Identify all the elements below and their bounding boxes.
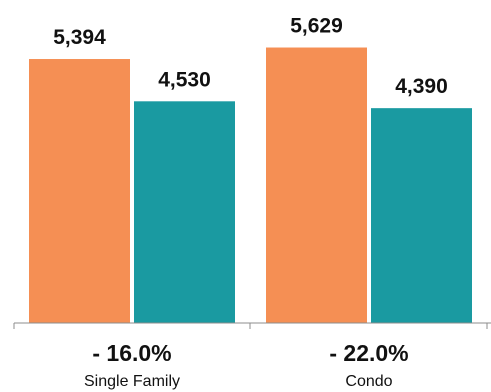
- bar-single-family-series-1: [29, 59, 130, 324]
- x-axis-ticks: [13, 323, 488, 329]
- percent-change-label: - 16.0%: [92, 340, 171, 366]
- data-label: 5,394: [53, 26, 106, 49]
- data-label: 4,530: [158, 68, 211, 91]
- data-label: 4,390: [395, 75, 448, 98]
- labels-layer: 5,394 4,530 - 16.0% Single Family 5,629 4,390…: [53, 15, 448, 390]
- x-tick-label: Single Family: [84, 373, 180, 390]
- percent-change-label: - 22.0%: [329, 340, 408, 366]
- bar-condo-series-1: [266, 47, 367, 324]
- bar-condo-series-2: [371, 108, 472, 323]
- data-label: 5,629: [290, 15, 343, 38]
- x-tick-label: Condo: [345, 373, 392, 390]
- bar-single-family-series-2: [134, 101, 235, 324]
- bars-layer: [29, 47, 472, 324]
